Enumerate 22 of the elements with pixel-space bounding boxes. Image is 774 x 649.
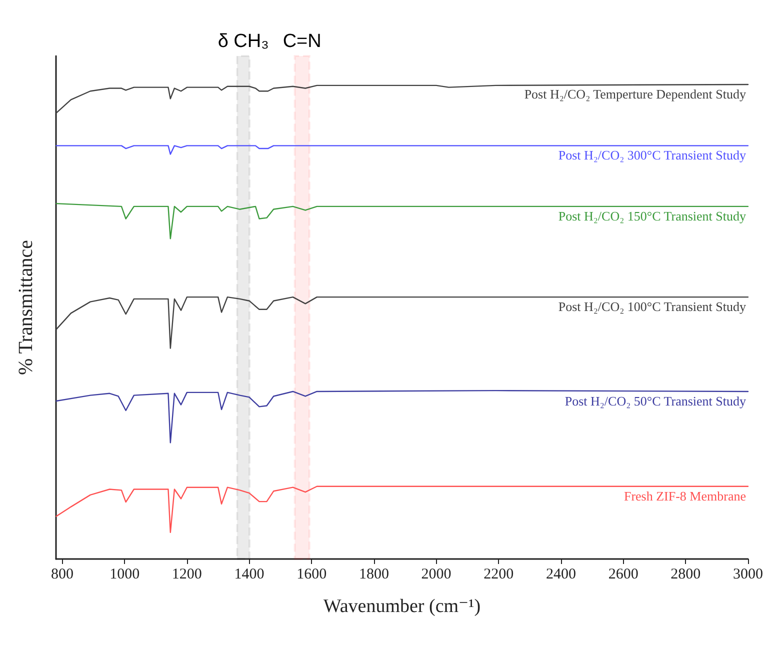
series-label: Fresh ZIF-8 Membrane [624,488,746,504]
series-label: Post H₂/CO₂ 150°C Transient Study [558,208,746,224]
series-label: Post H₂/CO₂ 50°C Transient Study [564,393,746,408]
x-tick-label: 2000 [421,566,452,582]
x-tick-label: 1000 [110,566,140,582]
x-tick-label: 3000 [733,566,763,582]
x-tick-label: 1200 [172,566,202,582]
x-tick-label: 2600 [608,566,638,582]
series-label: Post H₂/CO₂ 300°C Transient Study [558,148,746,163]
x-tick-label: 800 [50,566,74,582]
band-label: δ CH₃ [218,31,269,52]
y-axis-title: % Transmittance [15,240,37,375]
series-label: Post H₂/CO₂ Temperture Dependent Study [524,86,746,102]
series-label: Post H₂/CO₂ 100°C Transient Study [558,299,746,314]
x-axis-title: Wavenumber (cm⁻¹) [323,596,481,617]
x-tick-label: 1600 [296,566,327,582]
x-tick-label: 1800 [358,566,389,582]
x-tick-label: 1400 [234,566,264,582]
x-tick-label: 2200 [484,566,514,582]
x-tick-label: 2400 [546,566,576,582]
x-tick-label: 2800 [670,566,701,582]
band-label: C=N [282,31,322,52]
